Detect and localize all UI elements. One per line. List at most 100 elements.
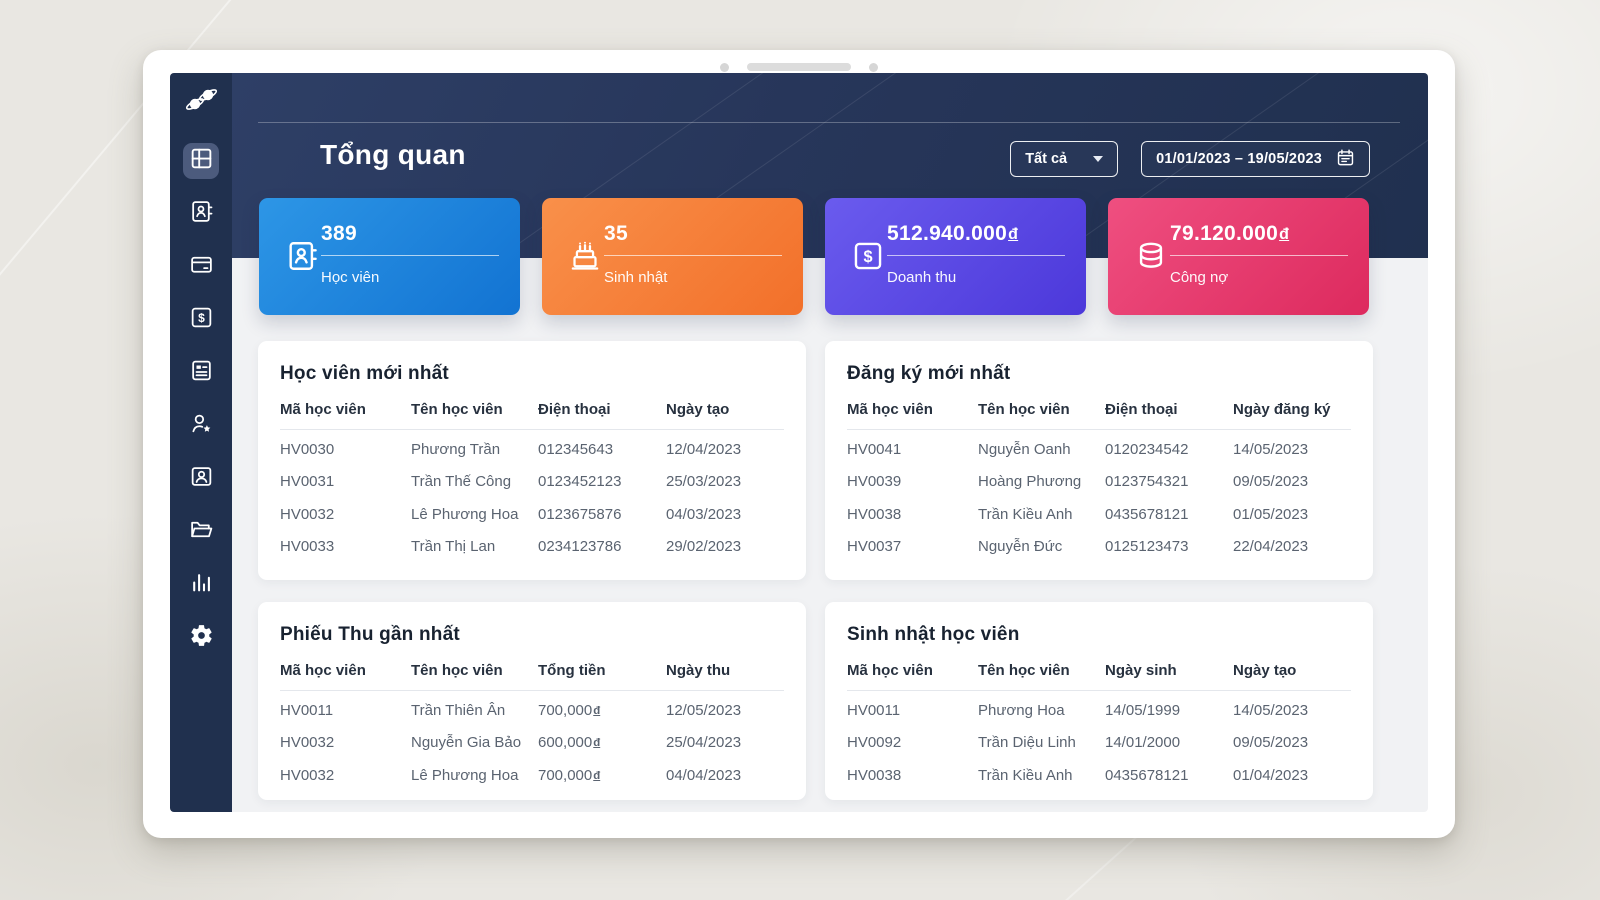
- table-cell: HV0037: [847, 538, 902, 556]
- table-cell: HV0031: [280, 473, 335, 491]
- table-cell: Trần Diệu Linh: [978, 734, 1076, 752]
- table-title: Học viên mới nhất: [280, 363, 449, 384]
- column-header: Tên học viên: [411, 662, 503, 679]
- column-header: Mã học viên: [847, 401, 933, 418]
- column-header: Ngày thu: [666, 662, 731, 679]
- grid-icon: [189, 146, 214, 176]
- dollar-square-icon: $: [189, 305, 214, 335]
- contact-book-icon: [189, 199, 214, 229]
- table-card-recent-receipts: Phiếu Thu gần nhất Mã học viên Tên học viê…: [258, 602, 806, 800]
- app-logo-icon[interactable]: [184, 83, 220, 117]
- column-header: Điện thoại: [538, 401, 611, 418]
- table-card-student-birthdays: Sinh nhật học viên Mã học viên Tên học viê…: [825, 602, 1373, 800]
- stat-card-4[interactable]: 79.120.000đ Công nợ: [1108, 198, 1369, 315]
- table-cell: 04/03/2023: [666, 505, 742, 523]
- table-header-divider: [280, 429, 784, 430]
- sidebar-item-leads[interactable]: [183, 408, 219, 444]
- table-cell: 25/04/2023: [666, 734, 742, 752]
- table-cell: 0125123473: [1105, 538, 1189, 556]
- column-header: Tổng tiền: [538, 662, 606, 679]
- stat-value: 512.940.000đ: [887, 222, 1019, 245]
- table-cell: HV0011: [280, 701, 334, 719]
- table-row: HV0038 Trần Kiều Anh 0435678121 01/05/2023: [847, 498, 1351, 531]
- stat-card-2[interactable]: 35 Sinh nhật: [542, 198, 803, 315]
- table-cell: HV0030: [280, 440, 335, 458]
- table-row: HV0041 Nguyễn Oanh 0120234542 14/05/2023: [847, 433, 1351, 466]
- table-cell: Lê Phương Hoa: [411, 505, 519, 523]
- table-header-row: Mã học viên Tên học viên Tổng tiền Ngày thu: [280, 662, 784, 690]
- person-star-icon: [189, 411, 214, 441]
- column-header: Tên học viên: [978, 662, 1070, 679]
- table-row: HV0032 Nguyễn Gia Bảo 600,000đ 25/04/2023: [280, 727, 784, 760]
- table-row: HV0011 Phương Hoa 14/05/1999 14/05/2023: [847, 694, 1351, 727]
- dollar-square-icon: $: [851, 239, 885, 273]
- table-cell: 01/05/2023: [1233, 505, 1309, 523]
- table-cell: 0123452123: [538, 473, 622, 491]
- table-title: Phiếu Thu gần nhất: [280, 624, 460, 645]
- table-header-divider: [847, 690, 1351, 691]
- table-cell: 600,000đ: [538, 734, 601, 752]
- column-header: Mã học viên: [280, 401, 366, 418]
- stat-label: Sinh nhật: [604, 269, 668, 286]
- browser-frame: Tổng quan Tất cả 01/01/2023 – 19/05/2023: [143, 50, 1455, 838]
- chrome-dot: [869, 62, 878, 72]
- sidebar-item-reports[interactable]: [183, 567, 219, 603]
- column-header: Ngày đăng ký: [1233, 401, 1331, 418]
- table-cell: 0120234542: [1105, 440, 1189, 458]
- filter-dropdown[interactable]: Tất cả: [1010, 141, 1119, 177]
- column-header: Tên học viên: [978, 401, 1070, 418]
- table-cell: Phương Trần: [411, 440, 501, 458]
- table-card-newest-students: Học viên mới nhất Mã học viên Tên học viên…: [258, 341, 806, 580]
- sidebar-item-accounts[interactable]: [183, 461, 219, 497]
- table-cell: 700,000đ: [538, 766, 601, 784]
- stat-card-1[interactable]: 389 Học viên: [259, 198, 520, 315]
- table-cell: 0234123786: [538, 538, 622, 556]
- header-divider: [258, 122, 1400, 123]
- table-cell: Nguyễn Oanh: [978, 440, 1071, 458]
- folder-open-icon: [189, 517, 214, 547]
- svg-text:$: $: [863, 248, 872, 266]
- chrome-dot: [720, 62, 729, 72]
- column-header: Ngày tạo: [666, 401, 730, 418]
- sidebar-item-documents[interactable]: [183, 514, 219, 550]
- sidebar-item-settings[interactable]: [183, 620, 219, 656]
- sidebar-item-classes[interactable]: [183, 249, 219, 285]
- table-header-divider: [847, 429, 1351, 430]
- table-cell: Nguyễn Gia Bảo: [411, 734, 522, 752]
- table-cell: Lê Phương Hoa: [411, 766, 519, 784]
- table-cell: Nguyễn Đức: [978, 538, 1063, 556]
- table-title: Đăng ký mới nhất: [847, 363, 1011, 384]
- table-card-newest-registrations: Đăng ký mới nhất Mã học viên Tên học viên Đ…: [825, 341, 1373, 580]
- filter-dropdown-label: Tất cả: [1025, 151, 1068, 167]
- table-cell: 09/05/2023: [1233, 473, 1309, 491]
- sidebar-item-overview[interactable]: [183, 143, 219, 179]
- table-row: HV0092 Trần Diệu Linh 14/01/2000 09/05/2023: [847, 727, 1351, 760]
- table-row: HV0033 Trần Thị Lan 0234123786 29/02/2023: [280, 531, 784, 564]
- sidebar: $: [170, 73, 232, 812]
- table-row: HV0039 Hoàng Phương 0123754321 09/05/2023: [847, 466, 1351, 499]
- dashboard: Tổng quan Tất cả 01/01/2023 – 19/05/2023: [170, 73, 1428, 812]
- dong-symbol: đ: [1279, 226, 1290, 243]
- stat-label: Doanh thu: [887, 269, 957, 286]
- sidebar-item-receipts[interactable]: $: [183, 302, 219, 338]
- table-cell: 04/04/2023: [666, 766, 742, 784]
- date-range-picker[interactable]: 01/01/2023 – 19/05/2023: [1141, 141, 1370, 177]
- table-cell: Trần Thiên Ân: [411, 701, 506, 719]
- stat-divider: [887, 255, 1065, 256]
- table-cell: Trần Kiều Anh: [978, 505, 1073, 523]
- cake-icon: [568, 239, 602, 273]
- stat-label: Công nợ: [1170, 269, 1229, 286]
- table-header-row: Mã học viên Tên học viên Ngày sinh Ngày tạo: [847, 662, 1351, 690]
- table-cell: Hoàng Phương: [978, 473, 1082, 491]
- stat-card-3[interactable]: $512.940.000đ Doanh thu: [825, 198, 1086, 315]
- sidebar-item-news[interactable]: [183, 355, 219, 391]
- table-cell: Trần Kiều Anh: [978, 766, 1073, 784]
- gear-icon: [189, 623, 214, 653]
- table-cell: 0435678121: [1105, 766, 1189, 784]
- table-header-divider: [280, 690, 784, 691]
- table-cell: 29/02/2023: [666, 538, 742, 556]
- table-header-row: Mã học viên Tên học viên Điện thoại Ngày tạ…: [280, 401, 784, 429]
- table-cell: 14/05/2023: [1233, 701, 1309, 719]
- table-cell: 12/05/2023: [666, 701, 742, 719]
- sidebar-item-students[interactable]: [183, 196, 219, 232]
